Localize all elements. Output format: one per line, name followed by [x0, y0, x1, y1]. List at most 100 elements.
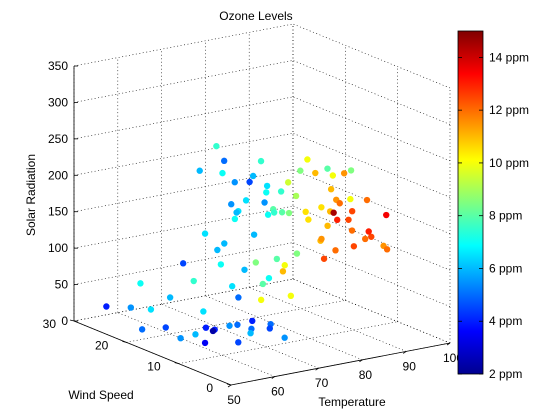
y-tick-label: 0	[206, 381, 213, 395]
scatter-point	[332, 247, 339, 254]
scatter-point	[383, 246, 391, 253]
scatter-points	[103, 142, 391, 347]
scatter-point	[320, 255, 328, 262]
scatter-point	[297, 167, 304, 174]
scatter-point	[383, 211, 390, 219]
scatter-point	[249, 317, 256, 325]
scatter-point	[137, 280, 144, 287]
y-grid-floor	[178, 321, 398, 364]
scatter-point	[217, 261, 225, 268]
scatter-point	[213, 142, 220, 150]
scatter-point	[202, 324, 210, 331]
scatter-point	[273, 255, 281, 263]
scatter-point	[368, 233, 375, 240]
scatter-point	[235, 339, 242, 346]
scatter-point	[263, 182, 271, 190]
y-tick-mark	[122, 340, 127, 343]
z-grid-side	[292, 23, 451, 89]
scatter-point	[162, 324, 169, 331]
x-grid-floor	[161, 303, 319, 369]
y-axis-line	[73, 320, 232, 386]
y-tick-mark	[174, 362, 179, 365]
z-grid-back	[73, 60, 294, 103]
scatter-point	[350, 243, 358, 250]
scatter-point	[281, 334, 288, 341]
scatter-point	[242, 197, 250, 204]
scatter-point	[265, 274, 273, 282]
scatter-point	[347, 167, 355, 174]
scatter-point	[241, 266, 248, 273]
scatter-point	[103, 303, 110, 310]
x-axis-line	[230, 342, 451, 386]
y-tick-mark	[226, 383, 232, 386]
scatter-point	[365, 228, 372, 235]
scatter-point	[228, 283, 236, 290]
z-grid-back	[73, 278, 294, 322]
scatter-point	[293, 250, 301, 257]
scatter-point	[348, 207, 356, 215]
scatter-point	[226, 322, 233, 329]
x-tick-mark	[446, 342, 451, 346]
z-grid-back	[73, 205, 294, 249]
scatter-point	[285, 209, 293, 217]
z-grid-side	[292, 242, 451, 307]
y-grid-floor	[126, 300, 346, 343]
x-grid-floor	[205, 295, 363, 361]
scatter-point	[201, 230, 209, 237]
x-tick-mark	[227, 384, 232, 388]
colorbar-gradient	[457, 30, 484, 375]
scatter-point	[214, 246, 221, 254]
z-grid-side	[292, 96, 451, 162]
scatter-point	[281, 262, 288, 269]
scatter-point	[246, 178, 253, 186]
scatter-point	[278, 209, 286, 216]
scatter-point	[252, 259, 259, 266]
scatter-point	[177, 335, 184, 342]
scatter-point	[231, 179, 238, 186]
y-tick-label: 30	[43, 317, 57, 331]
z-axis-label: Solar Radiation	[24, 154, 38, 236]
scatter-point	[201, 339, 209, 347]
scatter-point	[287, 292, 295, 300]
scatter-point	[247, 329, 254, 337]
scatter-point	[233, 209, 240, 216]
z-tick-label: 350	[48, 59, 68, 73]
y-tick-label: 10	[147, 360, 161, 374]
scatter-point	[363, 196, 371, 204]
scatter-point	[219, 169, 226, 177]
x-tick-mark	[359, 359, 363, 363]
z-grid-back	[73, 169, 294, 213]
colorbar-tick-label: 10 ppm	[489, 156, 529, 170]
colorbar: 2 ppm 4 ppm 6 ppm 8 ppm 10 ppm 12 ppm 14 ppm	[457, 30, 529, 381]
scatter-point	[304, 156, 311, 163]
x-tick-label: 60	[271, 385, 285, 399]
scatter-point	[324, 165, 331, 172]
scatter-point	[190, 277, 197, 285]
scatter-point	[324, 222, 331, 230]
scatter-point	[250, 231, 258, 238]
scatter-point	[279, 268, 287, 275]
z-tick-label: 100	[48, 241, 68, 255]
scatter-point	[200, 308, 207, 315]
scatter-point	[318, 204, 325, 211]
scatter-point	[284, 179, 292, 186]
scatter-point	[261, 199, 268, 206]
scatter-point	[221, 240, 228, 247]
x-tick-label: 90	[403, 359, 417, 373]
colorbar-tick-label: 8 ppm	[489, 209, 522, 223]
axes-box	[69, 65, 451, 388]
axes-grid	[73, 23, 451, 386]
scatter-point	[329, 172, 337, 179]
scatter-point	[192, 331, 199, 338]
scatter-point	[330, 209, 337, 216]
scatter-point	[334, 216, 341, 224]
z-tick-label: 50	[55, 278, 69, 292]
scatter-point	[259, 280, 267, 288]
colorbar-tick-label: 2 ppm	[489, 367, 522, 381]
chart-title: Ozone Levels	[219, 9, 292, 23]
z-grid-back	[73, 23, 294, 67]
scatter-point	[305, 216, 312, 223]
x-tick-label: 80	[359, 368, 373, 382]
x-axis-label: Temperature	[318, 395, 386, 409]
